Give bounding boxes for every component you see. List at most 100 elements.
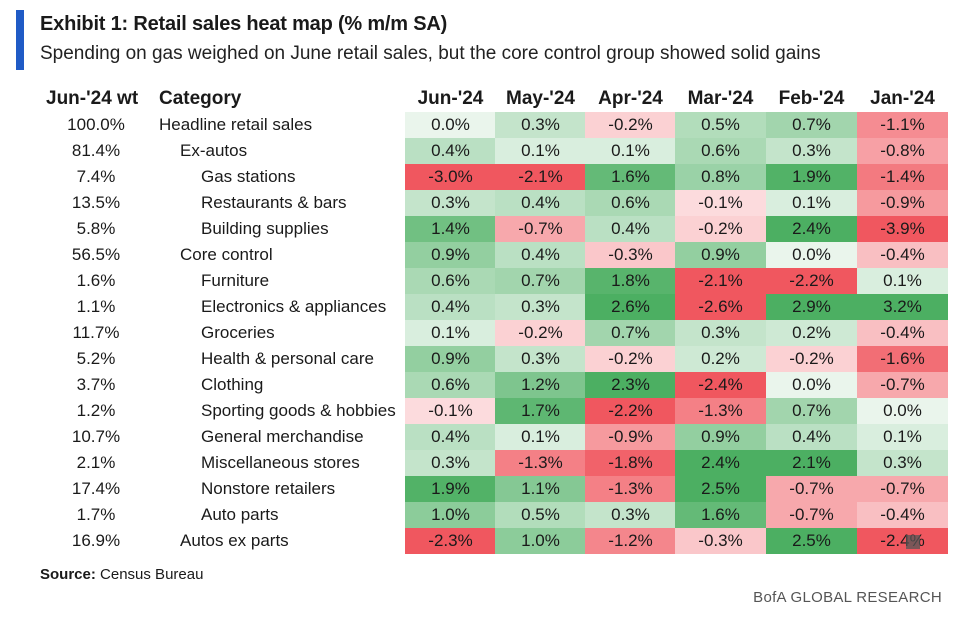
row-weight: 100.0% — [67, 115, 125, 134]
heatmap-cell: 0.8% — [675, 164, 766, 190]
table-row: 13.5% Restaurants & bars 0.3% 0.4% 0.6% -0.1%… — [0, 190, 962, 216]
column-header-4: Feb-'24 — [778, 88, 845, 109]
heatmap-cell: 0.6% — [675, 138, 766, 164]
heatmap-cell: 0.5% — [675, 112, 766, 138]
heatmap-cell: 0.0% — [857, 398, 948, 424]
heatmap-cell: 0.3% — [495, 346, 586, 372]
table-row: 17.4% Nonstore retailers 1.9% 1.1% -1.3% 2.5%… — [0, 476, 962, 502]
row-weight: 2.1% — [76, 453, 116, 472]
heatmap-cell: 2.5% — [675, 476, 766, 502]
heatmap-cell: 1.2% — [495, 372, 586, 398]
heatmap-cell: -0.1% — [405, 398, 496, 424]
heatmap-cell: 0.0% — [405, 112, 496, 138]
table-row: 5.8% Building supplies 1.4% -0.7% 0.4% -0.2% 2… — [0, 216, 962, 242]
heatmap-cell: -0.4% — [857, 320, 948, 346]
heatmap-cell: -1.4% — [857, 164, 948, 190]
corner-marker — [906, 535, 920, 549]
heatmap-cell: 2.9% — [766, 294, 857, 320]
table-row: 3.7% Clothing 0.6% 1.2% 2.3% -2.4% 0.0% -0.7% — [0, 372, 962, 398]
heatmap-cell: 0.4% — [405, 138, 496, 164]
heatmap-cell: 2.4% — [766, 216, 857, 242]
row-weight: 17.4% — [71, 479, 121, 498]
table-row: 10.7% General merchandise 0.4% 0.1% -0.9% 0.9… — [0, 424, 962, 450]
heatmap-cell: -1.2% — [585, 528, 676, 554]
heatmap-cell: -1.3% — [495, 450, 586, 476]
heatmap-cell: 1.4% — [405, 216, 496, 242]
heatmap-cell: 0.4% — [405, 424, 496, 450]
heatmap-cell: 1.6% — [585, 164, 676, 190]
heatmap-cell: 0.3% — [675, 320, 766, 346]
heatmap-cell: -0.9% — [585, 424, 676, 450]
heatmap-cell: 0.9% — [405, 346, 496, 372]
heatmap-cell: -0.7% — [766, 476, 857, 502]
heatmap-cell: 0.3% — [585, 502, 676, 528]
heatmap-cell: -0.2% — [495, 320, 586, 346]
heatmap-cell: -3.9% — [857, 216, 948, 242]
heatmap-cell: -2.1% — [675, 268, 766, 294]
row-weight: 81.4% — [71, 141, 121, 160]
chart-subtitle: Spending on gas weighed on June retail s… — [40, 43, 821, 64]
heatmap-cell: 0.2% — [675, 346, 766, 372]
heatmap-cell: -2.2% — [585, 398, 676, 424]
row-weight: 1.1% — [76, 297, 116, 316]
heatmap-cell: 1.7% — [495, 398, 586, 424]
row-weight: 13.5% — [71, 193, 121, 212]
row-category: Building supplies — [201, 219, 329, 238]
row-weight: 10.7% — [71, 427, 121, 446]
heatmap-cell: 2.4% — [675, 450, 766, 476]
row-weight: 7.4% — [76, 167, 116, 186]
heatmap-cell: 0.1% — [766, 190, 857, 216]
column-header-2: Apr-'24 — [598, 88, 663, 109]
heatmap-cell: 0.1% — [857, 424, 948, 450]
heatmap-cell: 0.2% — [766, 320, 857, 346]
category-column-header: Category — [159, 88, 242, 109]
row-weight: 1.7% — [76, 505, 116, 524]
heatmap-cell: 0.1% — [857, 268, 948, 294]
table-row: 56.5% Core control 0.9% 0.4% -0.3% 0.9% 0.0% -0… — [0, 242, 962, 268]
row-weight: 56.5% — [71, 245, 121, 264]
row-category: Clothing — [201, 375, 264, 394]
table-row: 2.1% Miscellaneous stores 0.3% -1.3% -1.8% 2.… — [0, 450, 962, 476]
heatmap-cell: -0.7% — [857, 476, 948, 502]
heatmap-cell: 0.3% — [405, 450, 496, 476]
heatmap-cell: -0.3% — [675, 528, 766, 554]
chart-title: Exhibit 1: Retail sales heat map (% m/m … — [40, 13, 448, 35]
row-weight: 5.2% — [76, 349, 116, 368]
heatmap-cell: 0.9% — [405, 242, 496, 268]
row-category: Headline retail sales — [159, 115, 313, 134]
heatmap-cell: 1.0% — [495, 528, 586, 554]
source-note: Source: Census Bureau — [40, 566, 203, 583]
heatmap-cell: -2.2% — [766, 268, 857, 294]
accent-bar — [16, 10, 24, 70]
row-category: Health & personal care — [201, 349, 374, 368]
row-weight: 5.8% — [76, 219, 116, 238]
heatmap-cell: 0.4% — [495, 190, 586, 216]
heatmap-cell: -1.3% — [675, 398, 766, 424]
heatmap-cell: -1.1% — [857, 112, 948, 138]
table-row: 7.4% Gas stations -3.0% -2.1% 1.6% 0.8% 1.9% -1… — [0, 164, 962, 190]
heatmap-cell: 0.1% — [405, 320, 496, 346]
row-weight: 3.7% — [76, 375, 116, 394]
row-category: Sporting goods & hobbies — [201, 401, 396, 420]
row-category: Nonstore retailers — [201, 479, 336, 498]
column-header-1: May-'24 — [506, 88, 575, 109]
heatmap-cell: 0.4% — [495, 242, 586, 268]
heatmap-cell: 0.9% — [675, 424, 766, 450]
column-header-3: Mar-'24 — [687, 88, 754, 109]
heatmap-cell: -2.3% — [405, 528, 496, 554]
column-header-5: Jan-'24 — [870, 88, 935, 109]
heatmap-cell: 0.6% — [405, 268, 496, 294]
row-category: Gas stations — [201, 167, 296, 186]
heatmap-cell: -1.8% — [585, 450, 676, 476]
heatmap-cell: 0.4% — [405, 294, 496, 320]
row-category: Furniture — [201, 271, 270, 290]
heatmap-cell: -0.8% — [857, 138, 948, 164]
heatmap-cell: -0.7% — [766, 502, 857, 528]
heatmap-cell: 0.6% — [585, 190, 676, 216]
row-category: Autos ex parts — [180, 531, 289, 550]
row-weight: 1.2% — [76, 401, 116, 420]
heatmap-cell: 3.2% — [857, 294, 948, 320]
heatmap-cell: -0.2% — [585, 346, 676, 372]
row-category: Core control — [180, 245, 273, 264]
heatmap-cell: 1.0% — [405, 502, 496, 528]
